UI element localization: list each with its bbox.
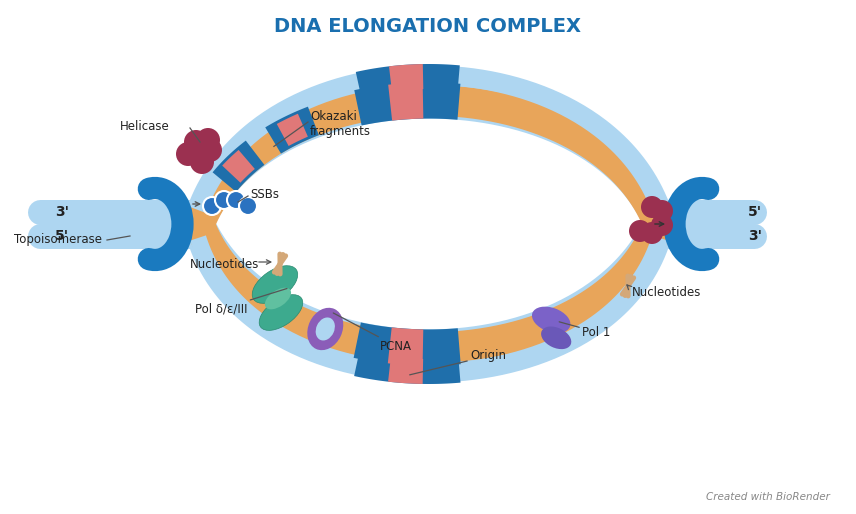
Text: SSBs: SSBs: [250, 188, 279, 200]
Ellipse shape: [307, 308, 343, 350]
Text: Created with BioRender: Created with BioRender: [706, 492, 830, 502]
Text: Nucleotides: Nucleotides: [190, 258, 259, 270]
Text: Pol δ/ε/III: Pol δ/ε/III: [195, 288, 287, 316]
Circle shape: [641, 196, 663, 218]
Ellipse shape: [316, 318, 335, 340]
Text: Topoisomerase: Topoisomerase: [14, 233, 102, 247]
Circle shape: [239, 197, 257, 215]
Text: 3': 3': [748, 229, 762, 243]
Circle shape: [641, 222, 663, 244]
Ellipse shape: [541, 326, 571, 349]
Text: 3': 3': [55, 205, 69, 219]
Circle shape: [176, 142, 200, 166]
Circle shape: [651, 214, 673, 236]
Circle shape: [190, 150, 214, 174]
Circle shape: [227, 191, 245, 209]
Text: Pol 1: Pol 1: [559, 322, 610, 339]
Ellipse shape: [265, 288, 291, 309]
Text: Nucleotides: Nucleotides: [632, 285, 701, 299]
Ellipse shape: [253, 266, 298, 303]
Circle shape: [203, 197, 221, 215]
Text: Origin: Origin: [410, 350, 506, 375]
Circle shape: [651, 200, 673, 222]
Circle shape: [215, 191, 233, 209]
Ellipse shape: [259, 295, 303, 331]
Text: DNA ELONGATION COMPLEX: DNA ELONGATION COMPLEX: [275, 16, 581, 35]
Text: Okazaki
fragments: Okazaki fragments: [310, 110, 371, 138]
Circle shape: [198, 138, 222, 162]
Text: PCNA: PCNA: [333, 313, 412, 353]
Text: Helicase: Helicase: [120, 119, 169, 133]
Ellipse shape: [532, 307, 570, 333]
Text: 5': 5': [748, 205, 762, 219]
Circle shape: [196, 128, 220, 152]
Circle shape: [184, 130, 208, 154]
Circle shape: [629, 220, 651, 242]
Text: 5': 5': [55, 229, 69, 243]
